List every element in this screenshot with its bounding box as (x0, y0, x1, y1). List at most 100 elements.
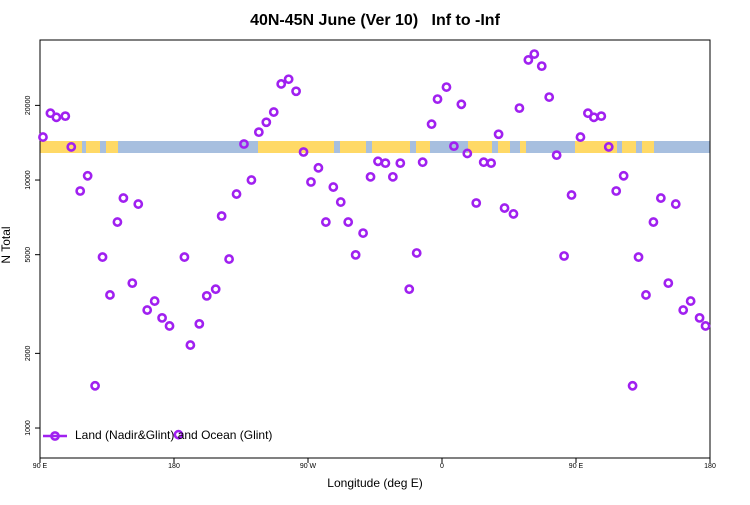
data-point (432, 94, 443, 105)
y-axis-label: N Total (0, 226, 13, 263)
data-point (306, 177, 316, 187)
data-point (486, 158, 497, 169)
data-point (544, 92, 555, 102)
y-tick-label: 2000 (25, 345, 32, 361)
data-point (655, 193, 666, 203)
data-point (335, 197, 346, 207)
x-tick-label: 90 W (300, 463, 317, 470)
data-point (185, 340, 196, 350)
data-point (588, 112, 599, 123)
data-point (350, 249, 361, 260)
data-point (449, 141, 459, 152)
data-point (313, 162, 324, 173)
data-point (194, 318, 205, 329)
data-point (536, 61, 547, 72)
data-point (493, 129, 504, 140)
data-point (82, 170, 93, 181)
data-point (343, 217, 354, 227)
data-point (404, 284, 415, 295)
data-point (641, 290, 651, 300)
data-point (60, 111, 71, 122)
data-point (231, 189, 242, 199)
data-point (253, 127, 264, 138)
data-point (523, 55, 534, 65)
data-point (508, 209, 519, 219)
data-point (575, 132, 586, 142)
data-point (105, 290, 115, 300)
data-point (380, 158, 391, 169)
data-point (514, 103, 525, 114)
legend-marker (50, 431, 60, 441)
x-tick-label: 180 (168, 463, 180, 470)
data-point (365, 171, 376, 182)
data-point (566, 190, 577, 200)
data-point (456, 99, 467, 110)
data-point (627, 380, 638, 391)
data-point (320, 217, 331, 227)
data-point (633, 252, 644, 262)
data-point (529, 49, 540, 59)
data-point (66, 142, 77, 152)
data-point (224, 254, 234, 264)
data-point (246, 175, 257, 185)
data-point (373, 156, 383, 167)
data-point (201, 291, 212, 301)
data-point (700, 321, 711, 331)
data-point (239, 139, 249, 149)
data-point (648, 217, 659, 227)
data-point (179, 252, 190, 262)
data-point (164, 321, 175, 331)
plot-frame (39, 39, 711, 459)
data-point (51, 112, 62, 123)
x-tick-label: 0 (440, 463, 444, 470)
data-point (618, 170, 629, 181)
data-point (603, 142, 614, 152)
data-point (551, 150, 562, 161)
y-tick-label: 20000 (25, 96, 32, 116)
data-point (499, 203, 510, 213)
x-tick-label: 180 (704, 463, 716, 470)
data-point (268, 107, 279, 117)
data-point (417, 157, 428, 168)
data-point (298, 147, 309, 157)
data-point (142, 305, 153, 315)
legend-label: Land (Nadir&Glint) and Ocean (Glint) (75, 428, 272, 442)
data-point (38, 132, 48, 142)
data-point (441, 82, 452, 92)
data-point (112, 217, 123, 227)
data-point (118, 193, 129, 203)
y-tick-label: 5000 (25, 247, 32, 263)
data-point (133, 199, 144, 209)
data-point (685, 296, 696, 306)
data-point (75, 186, 86, 196)
data-point (216, 211, 227, 221)
data-point (395, 158, 406, 169)
data-point (478, 157, 489, 168)
data-point (387, 171, 398, 182)
x-axis-label: Longitude (deg E) (327, 476, 422, 490)
data-point (149, 296, 160, 306)
data-point (426, 119, 437, 130)
data-point (261, 117, 272, 128)
x-tick-label: 90 E (569, 463, 584, 470)
y-tick-label: 1000 (25, 420, 32, 436)
data-point (291, 86, 301, 97)
data-point (611, 186, 622, 196)
x-tick-label: 90 E (33, 463, 48, 470)
data-point (90, 380, 100, 391)
data-point (283, 74, 294, 85)
data-point (157, 312, 167, 323)
land-ocean-strip (40, 141, 710, 153)
chart-title: 40N-45N June (Ver 10) Inf to -Inf (250, 12, 501, 29)
data-point (694, 312, 705, 323)
data-point (127, 278, 138, 289)
data-point (411, 248, 422, 258)
data-point (559, 251, 569, 261)
data-point (670, 199, 681, 209)
data-point (328, 182, 339, 192)
data-point (663, 278, 674, 289)
data-point (596, 111, 607, 122)
data-point (173, 429, 184, 440)
data-point (210, 284, 221, 295)
